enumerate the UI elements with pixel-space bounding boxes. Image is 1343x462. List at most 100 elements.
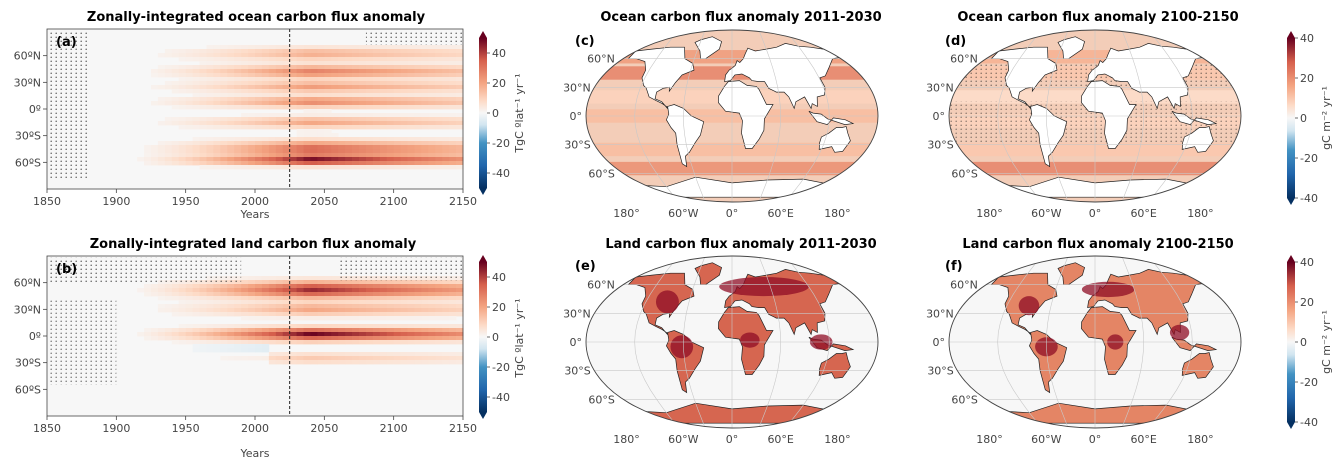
panel-e: Land carbon flux anomaly 2011-2030 60°N3… [563, 237, 879, 446]
heatmap-cell [275, 328, 284, 333]
heatmap-cell [352, 137, 360, 142]
heatmap-cell [359, 113, 367, 118]
heatmap-cell [192, 97, 200, 102]
heatmap-cell [338, 145, 346, 150]
heatmap-cell [310, 280, 318, 285]
colorbar-extend-bottom [479, 188, 487, 195]
heatmap-cell [220, 81, 228, 86]
heatmap-cell [310, 324, 318, 329]
heatmap-cell [234, 97, 242, 102]
heatmap-cell [393, 81, 401, 86]
heatmap-cell [442, 145, 450, 150]
heatmap-cell [213, 296, 221, 301]
heatmap-cell [282, 165, 291, 170]
heatmap-cell [227, 157, 235, 162]
heatmap-cell [456, 308, 464, 313]
heatmap-cell [199, 125, 207, 130]
heatmap-cell [393, 77, 401, 82]
heatmap-cell [303, 328, 311, 333]
heatmap-cell [386, 149, 395, 154]
heatmap-cell [338, 93, 346, 98]
heatmap-cell [234, 332, 242, 337]
heatmap-cell [442, 69, 450, 74]
heatmap-cell [324, 85, 332, 90]
heatmap-cell [296, 97, 304, 102]
heatmap-cell [338, 165, 346, 170]
heatmap-cell [317, 125, 325, 130]
heatmap-cell [206, 93, 214, 98]
heatmap-cell [213, 61, 221, 66]
heatmap-cell [352, 300, 360, 305]
heatmap-cell [400, 53, 408, 58]
heatmap-cell [435, 356, 443, 361]
heatmap-cell [164, 157, 173, 162]
heatmap-cell [331, 49, 339, 54]
heatmap-cell [213, 288, 221, 293]
heatmap-cell [282, 284, 291, 289]
heatmap-cell [379, 328, 388, 333]
heatmap-cell [234, 165, 242, 170]
heatmap-cell [310, 129, 318, 134]
heatmap-cell [296, 336, 304, 341]
land-flux-region [1181, 352, 1214, 379]
heatmap-cell [199, 165, 207, 170]
heatmap-cell [171, 117, 180, 122]
heatmap-cell [206, 57, 214, 62]
heatmap-cell [241, 165, 249, 170]
heatmap-cell [310, 109, 318, 114]
heatmap-cell [185, 284, 193, 289]
heatmap-cell [338, 288, 346, 293]
colorbar-tick-label: 0 [492, 331, 499, 344]
heatmap-cell [359, 324, 367, 329]
heatmap-cell [296, 308, 304, 313]
heatmap-cell [428, 292, 436, 297]
heatmap-cell [400, 121, 408, 126]
heatmap-cell [414, 97, 422, 102]
heatmap-cell [261, 65, 270, 70]
heatmap-cell [178, 49, 187, 54]
heatmap-cell [338, 97, 346, 102]
heatmap-cell [289, 157, 297, 162]
heatmap-cell [268, 93, 277, 98]
heatmap-cell [234, 105, 242, 110]
graticule-meridian [1148, 256, 1193, 428]
heatmap-cell [213, 97, 221, 102]
heatmap-cell [338, 77, 346, 82]
heatmap-cell [449, 336, 457, 341]
heatmap-cell [255, 101, 263, 106]
heatmap-cell [345, 308, 353, 313]
heatmap-cell [365, 328, 374, 333]
lon-label: 60°W [668, 207, 698, 220]
heatmap-cell [338, 105, 346, 110]
heatmap-cell [268, 340, 277, 345]
heatmap-cell [365, 332, 374, 337]
continent-mask [724, 43, 844, 110]
heatmap-cell [379, 125, 388, 130]
heatmap-cell [234, 312, 242, 317]
heatmap-cell [456, 77, 464, 82]
heatmap-cell [241, 137, 249, 142]
heatmap-cell [275, 161, 284, 166]
lon-label: 180° [976, 433, 1003, 446]
heatmap-cell [338, 149, 346, 154]
heatmap-cell [268, 157, 277, 162]
heatmap-cell [372, 304, 381, 309]
heatmap-cell [296, 57, 304, 62]
heatmap-cell [442, 53, 450, 58]
heatmap-cell [407, 312, 415, 317]
heatmap-cell [220, 57, 228, 62]
heatmap-cell [282, 153, 291, 158]
heatmap-cell [206, 145, 214, 150]
heatmap-cell [310, 105, 318, 110]
y-tick-label: 60ºN [14, 277, 41, 290]
y-tick-label: 60ºN [14, 50, 41, 63]
heatmap-cell [379, 300, 388, 305]
lat-label: 60°S [588, 393, 614, 406]
heatmap-cell [428, 61, 436, 66]
heatmap-cell [296, 77, 304, 82]
heatmap-cell [248, 280, 256, 285]
heatmap-cell [331, 85, 339, 90]
heatmap-cell [178, 65, 187, 70]
heatmap-cell [289, 137, 297, 142]
heatmap-cell [372, 296, 381, 301]
